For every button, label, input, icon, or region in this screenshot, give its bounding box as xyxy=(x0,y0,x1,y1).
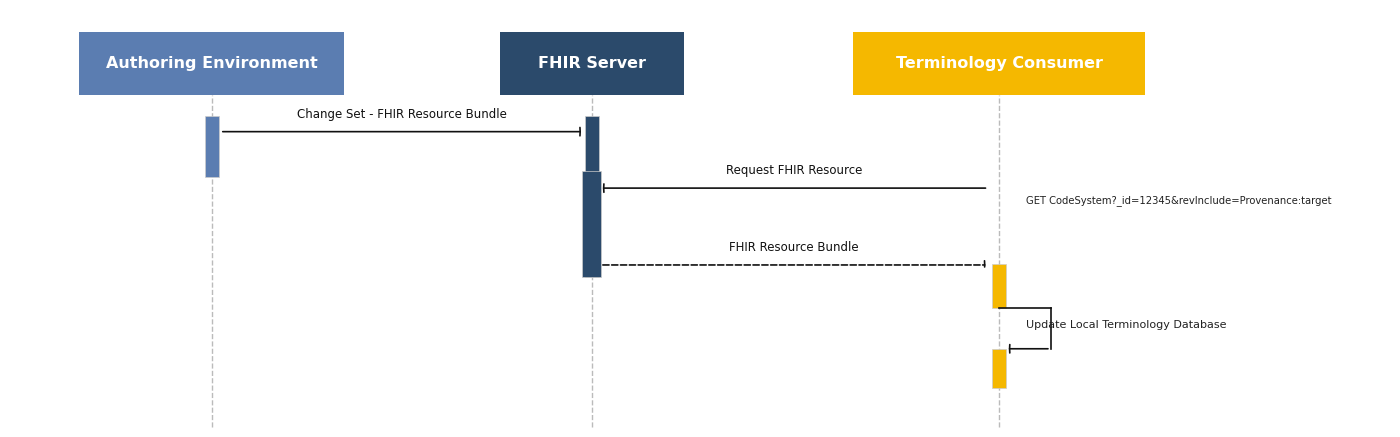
Bar xyxy=(993,349,1007,388)
Bar xyxy=(993,264,1007,308)
Text: Request FHIR Resource: Request FHIR Resource xyxy=(727,164,862,177)
Text: Authoring Environment: Authoring Environment xyxy=(106,56,318,71)
Bar xyxy=(585,116,599,277)
Text: Change Set - FHIR Resource Bundle: Change Set - FHIR Resource Bundle xyxy=(297,108,507,121)
FancyBboxPatch shape xyxy=(500,32,683,95)
Bar xyxy=(582,171,602,277)
Text: FHIR Server: FHIR Server xyxy=(538,56,645,71)
Text: FHIR Resource Bundle: FHIR Resource Bundle xyxy=(729,241,860,254)
FancyBboxPatch shape xyxy=(80,32,344,95)
Text: Update Local Terminology Database: Update Local Terminology Database xyxy=(1026,320,1226,330)
Text: GET CodeSystem?_id=12345&revInclude=Provenance:target: GET CodeSystem?_id=12345&revInclude=Prov… xyxy=(1026,195,1331,206)
Bar xyxy=(204,116,218,177)
Text: Terminology Consumer: Terminology Consumer xyxy=(896,56,1103,71)
FancyBboxPatch shape xyxy=(853,32,1145,95)
